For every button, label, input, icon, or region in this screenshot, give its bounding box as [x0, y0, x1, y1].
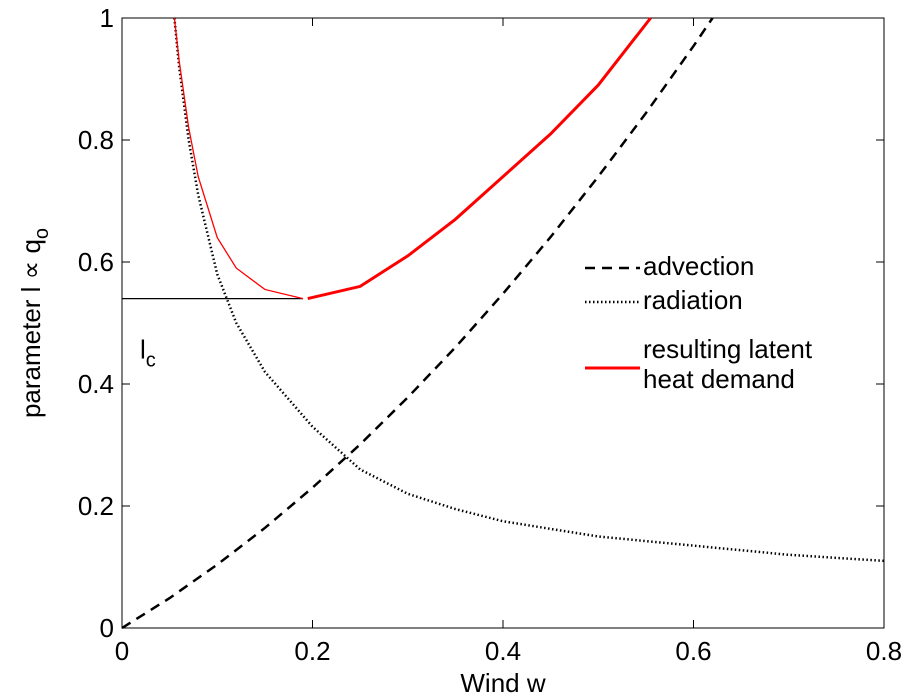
x-tick-label: 0.2	[294, 636, 330, 666]
y-tick-label: 0.8	[78, 125, 114, 155]
legend-label: resulting latent heat demand	[643, 334, 813, 394]
annotation-text: l	[140, 335, 146, 365]
x-tick-label: 0.6	[675, 636, 711, 666]
series-line	[121, 17, 714, 630]
x-tick-label: 0.4	[485, 636, 521, 666]
annotation-subscript: c	[146, 350, 156, 372]
y-tick-label: 1	[100, 3, 114, 33]
y-tick-label: 0.6	[78, 247, 114, 277]
y-axis-label-main: parameter l ∝ q	[16, 239, 46, 418]
x-tick-label: 0	[115, 636, 129, 666]
legend-entry: radiation	[643, 285, 743, 315]
legend-entry: resulting latent heat demand	[643, 334, 813, 394]
legend-label: radiation	[643, 285, 743, 315]
annotation: lc	[140, 335, 156, 372]
series-line	[307, 17, 652, 301]
y-tick-label: 0	[100, 613, 114, 643]
x-tick-label: 0.8	[866, 636, 902, 666]
series-line	[173, 17, 304, 300]
y-tick-label: 0.4	[78, 369, 114, 399]
legend-label: advection	[643, 251, 755, 281]
y-axis-label-subscript: o	[31, 228, 53, 239]
y-tick-label: 0.2	[78, 491, 114, 521]
x-axis-label: Wind w	[460, 668, 545, 698]
y-axis-label: parameter l ∝ qo	[16, 228, 53, 418]
legend-entry: advection	[643, 251, 755, 281]
